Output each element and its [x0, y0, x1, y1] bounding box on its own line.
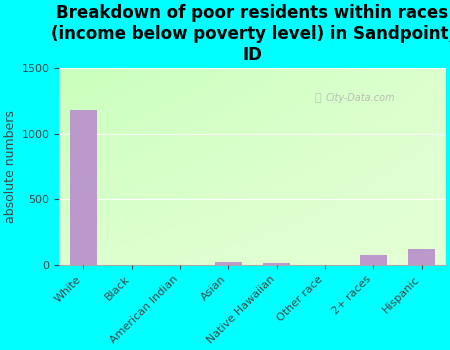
Bar [70, 110, 96, 265]
Text: City-Data.com: City-Data.com [326, 93, 396, 103]
Title: Breakdown of poor residents within races
(income below poverty level) in Sandpoi: Breakdown of poor residents within races… [50, 4, 450, 64]
Bar [408, 249, 435, 265]
Text: ⓠ: ⓠ [315, 93, 321, 103]
Bar [263, 263, 290, 265]
Y-axis label: absolute numbers: absolute numbers [4, 110, 17, 223]
Bar [360, 255, 387, 265]
Bar [215, 262, 242, 265]
